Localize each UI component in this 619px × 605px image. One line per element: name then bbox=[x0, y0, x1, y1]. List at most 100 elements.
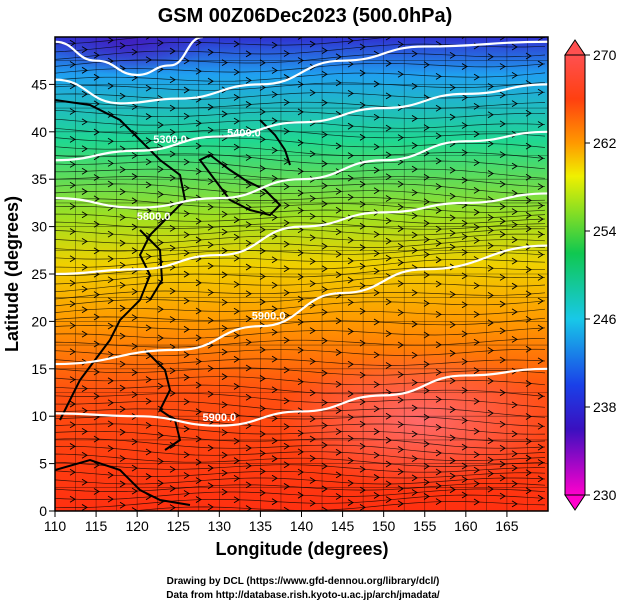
wind-arrow bbox=[321, 200, 328, 208]
wind-arrow bbox=[107, 111, 114, 118]
wind-arrow bbox=[359, 486, 366, 494]
wind-arrow bbox=[283, 397, 290, 405]
wind-arrow bbox=[271, 67, 278, 74]
wind-arrow bbox=[461, 462, 468, 470]
wind-arrow bbox=[245, 239, 252, 247]
streamline bbox=[55, 423, 546, 442]
wind-arrow bbox=[435, 73, 442, 80]
wind-arrow bbox=[107, 322, 114, 330]
wind-arrow bbox=[207, 482, 214, 490]
wind-arrow bbox=[309, 40, 316, 48]
wind-arrow bbox=[283, 483, 290, 490]
wind-arrow bbox=[499, 460, 506, 468]
wind-arrow bbox=[309, 63, 316, 71]
wind-arrow bbox=[233, 68, 240, 76]
streamline bbox=[55, 283, 546, 300]
wind-arrow bbox=[119, 405, 126, 413]
wind-arrow bbox=[537, 60, 544, 68]
wind-arrow bbox=[145, 158, 152, 166]
streamline bbox=[55, 266, 545, 285]
colorbar-gradient bbox=[564, 54, 586, 496]
y-tick-label: 20 bbox=[31, 313, 47, 329]
wind-arrow bbox=[347, 90, 354, 97]
colorbar: 230 238 246 254 262 270 bbox=[564, 39, 617, 511]
wind-arrow bbox=[347, 276, 354, 284]
wind-arrow bbox=[297, 491, 304, 499]
wind-arrow bbox=[499, 230, 506, 238]
wind-arrow bbox=[335, 493, 342, 500]
wind-arrow bbox=[245, 444, 252, 452]
y-tick-label: 40 bbox=[31, 124, 47, 140]
wind-arrow bbox=[347, 60, 354, 68]
wind-arrow bbox=[93, 488, 100, 495]
wind-arrow bbox=[359, 244, 366, 251]
wind-arrow bbox=[69, 39, 76, 47]
wind-arrow bbox=[93, 392, 100, 400]
wind-arrow bbox=[184, 37, 185, 38]
wind-arrow bbox=[537, 475, 544, 483]
wind-arrow bbox=[183, 472, 190, 479]
wind-arrow bbox=[283, 127, 290, 135]
wind-arrow bbox=[119, 501, 126, 509]
wind-arrow bbox=[411, 231, 418, 239]
wind-arrow bbox=[207, 289, 214, 296]
x-tick-label: 125 bbox=[167, 518, 191, 534]
wind-arrow bbox=[321, 131, 328, 139]
y-tick-label: 25 bbox=[31, 266, 47, 282]
wind-arrow bbox=[435, 207, 442, 214]
contour-line bbox=[55, 367, 548, 427]
wind-arrow bbox=[69, 160, 76, 168]
wind-arrow bbox=[69, 228, 76, 235]
wind-arrow bbox=[373, 80, 380, 88]
wind-arrow bbox=[195, 408, 202, 416]
wind-arrow bbox=[397, 396, 404, 404]
wind-arrow bbox=[207, 316, 214, 324]
wind-arrow bbox=[233, 496, 240, 504]
wind-arrow bbox=[233, 281, 240, 288]
wind-arrow bbox=[69, 421, 76, 429]
credit-drawing: Drawing by DCL (https://www.gfd-dennou.o… bbox=[167, 576, 440, 587]
wind-arrow bbox=[347, 479, 354, 487]
x-tick-label: 130 bbox=[208, 518, 232, 534]
wind-arrow bbox=[69, 181, 76, 189]
wind-arrow bbox=[321, 399, 328, 406]
wind-arrow bbox=[411, 50, 418, 58]
wind-arrow bbox=[107, 445, 114, 452]
wind-arrow bbox=[449, 457, 456, 464]
wind-arrow bbox=[259, 489, 266, 497]
contour-label: 5900.0 bbox=[203, 412, 237, 424]
wind-arrow bbox=[373, 405, 380, 413]
wind-arrow bbox=[347, 214, 354, 222]
wind-arrow bbox=[359, 262, 366, 270]
wind-arrow bbox=[537, 251, 544, 259]
wind-arrow bbox=[107, 377, 114, 385]
wind-arrow bbox=[449, 486, 456, 494]
wind-arrow bbox=[347, 174, 354, 182]
wind-arrow bbox=[359, 371, 366, 379]
wind-arrow bbox=[309, 234, 316, 242]
wind-arrow bbox=[145, 181, 152, 189]
wind-arrow bbox=[283, 336, 290, 344]
wind-arrow bbox=[537, 202, 544, 209]
streamline bbox=[55, 153, 546, 170]
wind-arrow bbox=[259, 247, 266, 255]
wind-arrow bbox=[359, 222, 366, 230]
wind-arrow bbox=[169, 485, 176, 492]
streamline bbox=[55, 228, 546, 237]
wind-arrow bbox=[233, 307, 240, 315]
wind-arrow bbox=[461, 476, 468, 483]
streamline bbox=[55, 367, 546, 376]
wind-arrow bbox=[245, 338, 252, 346]
wind-arrow bbox=[283, 219, 290, 227]
wind-arrow bbox=[245, 263, 252, 271]
wind-arrow bbox=[487, 377, 494, 385]
wind-arrow bbox=[271, 281, 278, 289]
wind-arrow bbox=[435, 280, 442, 288]
wind-arrow bbox=[259, 226, 266, 234]
wind-arrow bbox=[233, 216, 240, 224]
wind-arrow bbox=[449, 192, 456, 200]
wind-arrow bbox=[423, 251, 430, 258]
streamline bbox=[55, 300, 546, 313]
streamline bbox=[55, 81, 546, 91]
